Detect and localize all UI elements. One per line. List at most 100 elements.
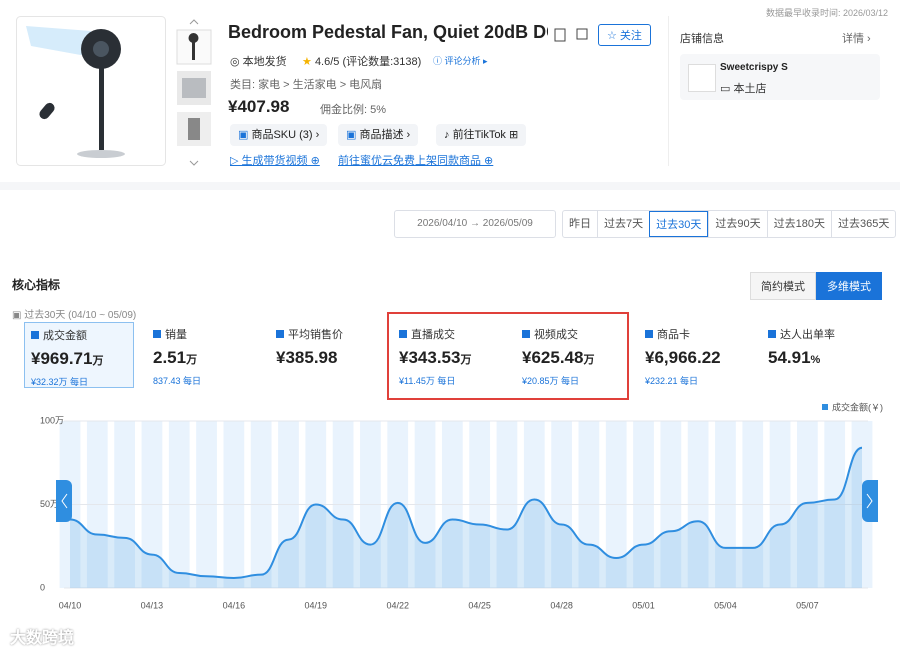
nav-right[interactable] [862, 480, 878, 522]
sku-button[interactable]: ▣ 商品SKU (3) › [230, 124, 328, 146]
nav-left-arrow [61, 493, 68, 509]
shop-logo [688, 64, 716, 92]
date-range[interactable]: 2026/04/10 → 2026/05/09 [394, 210, 556, 238]
range-tab[interactable]: 过去7天 [597, 211, 649, 237]
metric-label: 商品卡 [645, 326, 743, 342]
metric-number: ¥625.48 [522, 348, 584, 367]
metric-daily: ¥20.85万 每日 [522, 376, 580, 386]
rating: ★ 4.6/5 (评论数量:3138) [302, 56, 422, 68]
x-tick-label: 04/25 [468, 600, 491, 610]
highlight-box [387, 312, 629, 400]
metric-unit: % [810, 354, 821, 366]
metric-number: ¥385.98 [276, 348, 338, 367]
range-tab[interactable]: 过去365天 [830, 211, 895, 237]
metric-card[interactable]: 视频成交 ¥625.48万 ¥20.85万 每日 [516, 322, 626, 388]
metric-value: ¥385.98 [276, 348, 374, 368]
metric-value: ¥625.48万 [522, 348, 620, 368]
listing-link[interactable]: 前往蜜优云免费上架同款商品 ⊕ [338, 155, 494, 167]
shipping: ◎ 本地发货 [230, 56, 287, 68]
product-title: Bedroom Pedestal Fan, Quiet 20dB DC / [228, 22, 548, 42]
rating-text: 4.6/5 (评论数量:3138) [314, 56, 422, 68]
y-tick-label: 100万 [40, 415, 64, 425]
copy-icons [554, 28, 588, 42]
metric-card[interactable]: 商品卡 ¥6,966.22 ¥232.21 每日 [639, 322, 749, 388]
shop-name: Sweetcrispy S [720, 62, 788, 73]
metric-number: ¥6,966.22 [645, 348, 721, 367]
x-tick-label: 05/01 [632, 600, 655, 610]
metric-number: ¥969.71 [31, 349, 93, 368]
metric-label: 达人出单率 [768, 326, 866, 342]
shop-card[interactable]: Sweetcrispy S ▭ 本土店 [680, 54, 880, 100]
nav-left[interactable] [56, 480, 72, 522]
metric-unit: 万 [460, 354, 472, 366]
metric-unit: 万 [186, 354, 198, 366]
period: ▣ 过去30天 (04/10 ~ 05/09) [12, 310, 137, 321]
shop-detail-text: 详情 [842, 33, 864, 45]
tiktok-button[interactable]: ♪ 前往TikTok ⊞ [436, 124, 527, 146]
price: ¥407.98 [228, 97, 290, 116]
video-link[interactable]: ▷ 生成带货视频 ⊕ [230, 155, 320, 167]
metric-card[interactable]: 直播成交 ¥343.53万 ¥11.45万 每日 [393, 322, 503, 388]
metric-daily: 837.43 每日 [153, 376, 202, 386]
shop-heading: 店铺信息 [680, 33, 724, 45]
description-button[interactable]: ▣ 商品描述 › [338, 124, 419, 146]
metric-value: ¥343.53万 [399, 348, 497, 368]
metric-label: 平均销售价 [276, 326, 374, 342]
mode-switch: 简约模式 多维模式 [750, 272, 882, 300]
metric-number: 54.91 [768, 348, 811, 367]
x-tick-label: 05/07 [796, 600, 819, 610]
range-tabs: 昨日 过去7天 过去30天 过去90天 过去180天 过去365天 [562, 210, 897, 238]
x-tick-label: 04/28 [550, 600, 573, 610]
shipping-text: 本地发货 [242, 56, 287, 68]
metric-value: ¥6,966.22 [645, 348, 743, 368]
area-fill [70, 447, 862, 588]
line [69, 446, 863, 579]
metric-label: 销量 [153, 326, 251, 342]
metric-card[interactable]: 销量 2.51万 837.43 每日 [147, 322, 257, 388]
sku-label: 商品SKU (3) [251, 129, 313, 141]
mode-button[interactable]: 多维模式 [816, 272, 882, 300]
section-title: 核心指标 [12, 278, 61, 292]
product-image [16, 16, 166, 166]
x-tick-label: 04/13 [141, 600, 164, 610]
y-tick-label: 50万 [40, 499, 59, 509]
category: 类目: 家电 > 生活家电 > 电风扇 [230, 79, 383, 91]
review-analysis[interactable]: ⓘ 评论分析 ▸ [433, 56, 488, 66]
x-tick-label: 05/04 [714, 600, 737, 610]
metric-number: 2.51 [153, 348, 187, 367]
commission: 佣金比例: 5% [320, 104, 387, 116]
section-gap [0, 182, 900, 190]
metric-daily: ¥232.21 每日 [645, 376, 699, 386]
range-tab[interactable]: 昨日 [569, 218, 591, 230]
metric-label: 成交金额 [31, 327, 127, 343]
divider [668, 16, 669, 166]
shop-type: ▭ 本土店 [720, 83, 767, 95]
metric-unit: 万 [92, 355, 104, 367]
range-tab[interactable]: 过去90天 [708, 211, 766, 237]
x-tick-label: 04/10 [59, 600, 82, 610]
metric-value: 2.51万 [153, 348, 251, 368]
metric-label: 直播成交 [399, 326, 497, 342]
metric-card[interactable]: 平均销售价 ¥385.98 [270, 322, 380, 388]
update-note: 数据最早收录时间: 2026/03/12 [765, 8, 888, 18]
mode-button[interactable]: 简约模式 [750, 272, 816, 300]
chart: 0 50万 100万 04/10 04/13 04/16 04/19 04/22 04/25 04… [40, 401, 883, 610]
review-analysis-text: 评论分析 [444, 56, 481, 66]
metric-daily: ¥11.45万 每日 [399, 376, 456, 386]
metric-label: 视频成交 [522, 326, 620, 342]
range-tab[interactable]: 过去180天 [766, 211, 831, 237]
follow-button[interactable]: ☆ 关注 [598, 24, 651, 46]
nav-right-arrow [866, 493, 873, 509]
watermark: 大数跨境 [10, 630, 75, 647]
tiktok-label: 前往TikTok [452, 129, 506, 141]
shop-detail[interactable]: 详情 › [842, 33, 871, 45]
legend-swatch [822, 404, 828, 410]
x-tick-label: 04/19 [305, 600, 328, 610]
metric-card[interactable]: 达人出单率 54.91% [762, 322, 872, 388]
metric-card[interactable]: 成交金额 ¥969.71万 ¥32.32万 每日 [24, 322, 134, 388]
range-tab[interactable]: 过去30天 [649, 211, 709, 237]
metric-unit: 万 [583, 354, 595, 366]
y-tick-label: 0 [40, 582, 45, 592]
metric-value: ¥969.71万 [31, 349, 127, 369]
